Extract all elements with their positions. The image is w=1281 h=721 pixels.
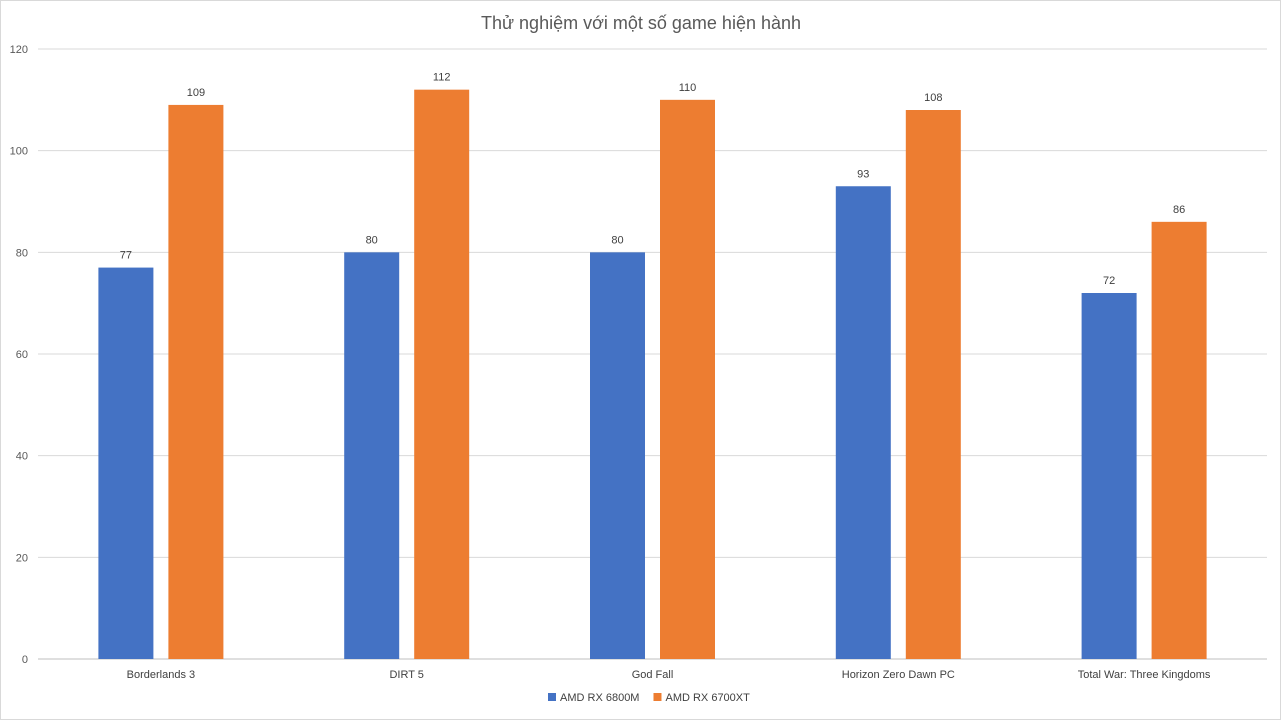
legend-label: AMD RX 6700XT (665, 692, 750, 704)
y-tick-label: 100 (10, 146, 28, 158)
data-label: 80 (366, 234, 378, 246)
bar (835, 186, 891, 659)
y-tick-label: 20 (16, 552, 28, 564)
bars (98, 89, 1207, 660)
data-labels: 77 109 80 112 80 110 93 108 72 86 (120, 72, 1185, 287)
y-tick-label: 40 (16, 451, 28, 463)
data-label: 112 (433, 72, 451, 84)
legend-swatch (548, 693, 556, 701)
x-category-label: DIRT 5 (389, 669, 423, 681)
y-tick-label: 120 (10, 44, 28, 56)
data-label: 77 (120, 250, 132, 262)
bar (414, 89, 470, 659)
data-label: 72 (1103, 275, 1115, 287)
legend: AMD RX 6800M AMD RX 6700XT (548, 692, 750, 704)
x-category-label: Total War: Three Kingdoms (1078, 669, 1211, 681)
y-axis-ticks: 0 20 40 60 80 100 120 (10, 44, 28, 666)
x-axis-categories: Borderlands 3 DIRT 5 God Fall Horizon Zero … (127, 669, 1211, 681)
y-tick-label: 60 (16, 349, 28, 361)
data-label: 80 (611, 234, 623, 246)
data-label: 110 (679, 82, 697, 94)
bar (168, 104, 224, 659)
chart-title: Thử nghiệm với một số game hiện hành (481, 13, 801, 33)
bar (1151, 221, 1207, 660)
bar (98, 267, 154, 659)
bar (660, 99, 715, 660)
data-label: 86 (1173, 204, 1185, 216)
bar (1081, 293, 1137, 659)
y-tick-label: 0 (22, 654, 28, 666)
data-label: 108 (924, 92, 942, 104)
x-category-label: God Fall (632, 669, 674, 681)
legend-label: AMD RX 6800M (560, 692, 639, 704)
gridlines (38, 48, 1267, 660)
x-category-label: Borderlands 3 (127, 669, 196, 681)
data-label: 109 (187, 87, 205, 99)
x-category-label: Horizon Zero Dawn PC (842, 669, 955, 681)
bar (590, 252, 645, 660)
data-label: 93 (857, 168, 869, 180)
bar (905, 110, 961, 659)
y-tick-label: 80 (16, 247, 28, 259)
bar (344, 252, 400, 660)
legend-swatch (653, 693, 662, 701)
